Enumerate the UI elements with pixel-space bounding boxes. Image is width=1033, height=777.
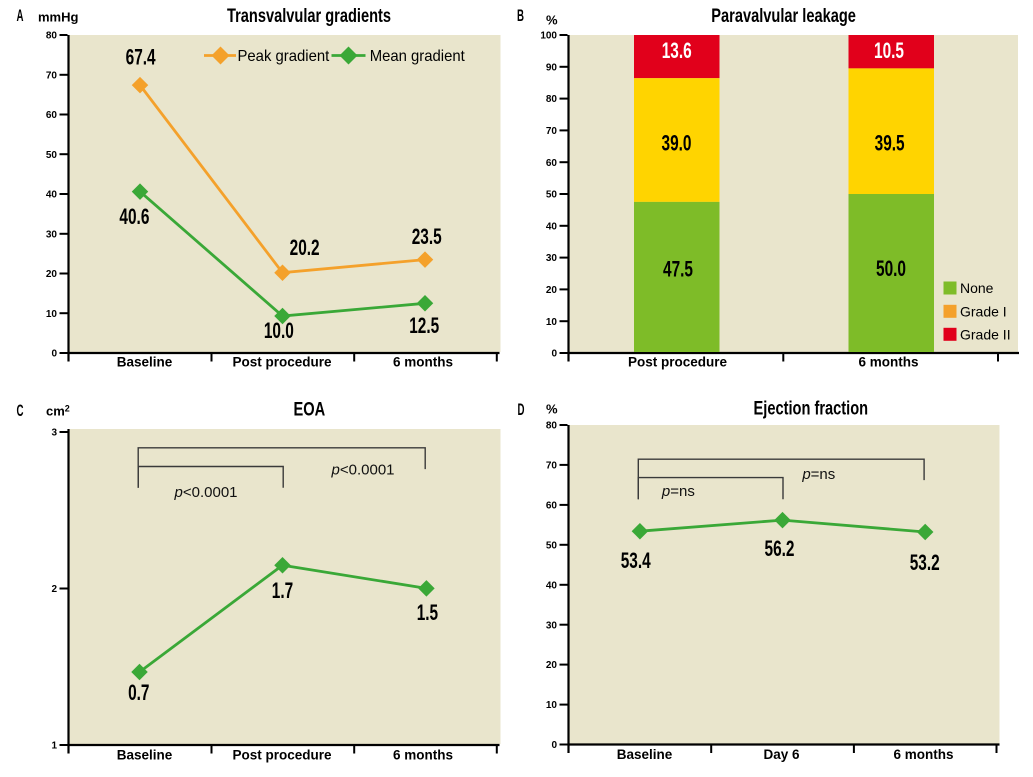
svg-text:20.2: 20.2 — [290, 236, 320, 260]
svg-text:Post procedure: Post procedure — [232, 748, 332, 763]
svg-text:0: 0 — [51, 349, 57, 360]
svg-text:C: C — [16, 400, 23, 420]
svg-text:p<0.0001: p<0.0001 — [331, 461, 395, 478]
svg-text:53.2: 53.2 — [910, 552, 940, 576]
svg-text:cm2: cm2 — [46, 404, 70, 419]
svg-text:47.5: 47.5 — [663, 258, 693, 282]
svg-text:3: 3 — [51, 428, 57, 439]
svg-text:6 months: 6 months — [893, 747, 953, 762]
svg-text:p=ns: p=ns — [661, 483, 695, 500]
svg-text:67.4: 67.4 — [126, 46, 156, 70]
svg-text:6 months: 6 months — [393, 355, 453, 370]
svg-text:20: 20 — [546, 285, 558, 296]
svg-text:80: 80 — [546, 94, 558, 105]
svg-text:Baseline: Baseline — [617, 747, 673, 762]
svg-text:40: 40 — [46, 190, 58, 201]
svg-text:30: 30 — [546, 620, 558, 631]
svg-text:20: 20 — [546, 660, 558, 671]
svg-text:80: 80 — [46, 31, 58, 42]
svg-text:0: 0 — [551, 349, 557, 360]
svg-text:EOA: EOA — [293, 399, 325, 420]
svg-text:30: 30 — [46, 229, 58, 240]
svg-text:mmHg: mmHg — [38, 10, 79, 25]
svg-text:60: 60 — [546, 158, 558, 169]
svg-text:12.5: 12.5 — [409, 315, 439, 339]
svg-text:90: 90 — [546, 62, 558, 73]
svg-text:10.0: 10.0 — [264, 320, 294, 344]
svg-text:80: 80 — [546, 421, 558, 432]
svg-text:70: 70 — [546, 461, 558, 472]
svg-text:30: 30 — [546, 253, 558, 264]
svg-text:p=ns: p=ns — [801, 466, 835, 483]
svg-text:40.6: 40.6 — [119, 205, 149, 229]
svg-text:Baseline: Baseline — [117, 355, 173, 370]
svg-text:40: 40 — [546, 580, 558, 591]
svg-text:None: None — [960, 280, 994, 296]
svg-text:D: D — [517, 399, 524, 419]
svg-text:1.5: 1.5 — [417, 601, 439, 625]
svg-text:39.5: 39.5 — [875, 132, 905, 156]
svg-text:Grade II: Grade II — [960, 327, 1011, 343]
svg-text:Day 6: Day 6 — [763, 747, 800, 762]
svg-text:50: 50 — [46, 150, 58, 161]
svg-text:Peak gradient: Peak gradient — [238, 48, 330, 66]
svg-text:Ejection fraction: Ejection fraction — [754, 398, 868, 419]
svg-text:50.0: 50.0 — [876, 257, 906, 281]
svg-text:20: 20 — [46, 269, 58, 280]
svg-text:2: 2 — [51, 584, 57, 595]
svg-text:10.5: 10.5 — [874, 40, 904, 64]
svg-text:100: 100 — [540, 31, 557, 42]
svg-text:60: 60 — [46, 110, 58, 121]
svg-text:%: % — [546, 402, 558, 417]
svg-text:Baseline: Baseline — [117, 748, 173, 763]
svg-text:13.6: 13.6 — [662, 40, 692, 64]
svg-text:10: 10 — [546, 317, 558, 328]
svg-text:B: B — [517, 5, 524, 25]
svg-text:Transvalvular gradients: Transvalvular gradients — [227, 5, 391, 26]
svg-text:6 months: 6 months — [393, 748, 453, 763]
svg-text:A: A — [16, 5, 23, 25]
svg-text:60: 60 — [546, 501, 558, 512]
svg-text:53.4: 53.4 — [621, 550, 651, 574]
svg-text:p<0.0001: p<0.0001 — [174, 484, 238, 501]
svg-text:Mean gradient: Mean gradient — [370, 48, 466, 66]
svg-text:50: 50 — [546, 190, 558, 201]
svg-text:10: 10 — [546, 700, 558, 711]
svg-text:40: 40 — [546, 221, 558, 232]
svg-text:56.2: 56.2 — [765, 538, 795, 562]
svg-text:0.7: 0.7 — [128, 681, 149, 705]
svg-text:6 months: 6 months — [858, 355, 918, 370]
svg-text:70: 70 — [546, 126, 558, 137]
svg-text:%: % — [546, 13, 558, 28]
svg-text:23.5: 23.5 — [412, 225, 442, 249]
svg-text:Grade I: Grade I — [960, 304, 1007, 320]
svg-text:1: 1 — [51, 741, 57, 752]
svg-text:Post procedure: Post procedure — [232, 355, 332, 370]
svg-text:Post procedure: Post procedure — [628, 355, 728, 370]
svg-text:70: 70 — [46, 70, 58, 81]
svg-text:39.0: 39.0 — [662, 132, 692, 156]
svg-text:50: 50 — [546, 540, 558, 551]
svg-text:0: 0 — [551, 740, 557, 751]
svg-text:Paravalvular leakage: Paravalvular leakage — [711, 5, 856, 26]
svg-text:10: 10 — [46, 309, 58, 320]
svg-text:1.7: 1.7 — [272, 579, 293, 603]
